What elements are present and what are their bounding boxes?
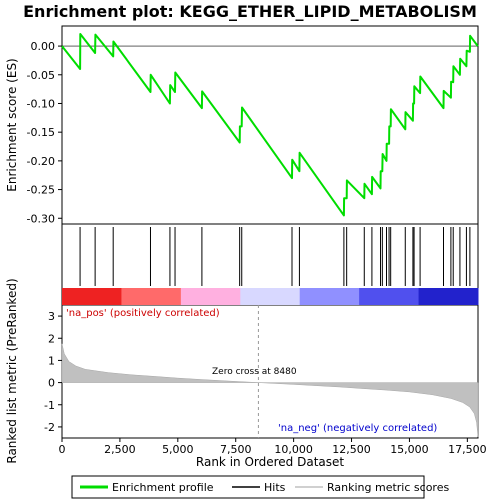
metric-y-tick-label: -2 bbox=[44, 421, 55, 434]
gradient-segment bbox=[299, 288, 360, 305]
axis-layer: 0.00 -0.05 -0.10 -0.15 -0.20 -0.25 -0.30 3 2 1 0 -1… bbox=[27, 40, 487, 456]
na-neg-label: 'na_neg' (negatively correlated) bbox=[278, 423, 437, 434]
gradient-segment bbox=[359, 288, 420, 305]
legend-label-hits: Hits bbox=[264, 481, 286, 494]
x-tick-label: 2,500 bbox=[104, 443, 136, 456]
x-tick-label: 15,000 bbox=[390, 443, 429, 456]
na-pos-label: 'na_pos' (positively correlated) bbox=[66, 308, 220, 319]
metric-y-tick-label: -1 bbox=[44, 399, 55, 412]
metric-axis-label: Ranked list metric (PreRanked) bbox=[5, 278, 19, 463]
ranking-metric-area bbox=[61, 343, 479, 437]
metric-y-tick-label: 0 bbox=[48, 377, 55, 390]
gradient-segment bbox=[418, 288, 479, 305]
es-y-tick-label: -0.10 bbox=[27, 97, 55, 110]
x-tick-label: 17,500 bbox=[448, 443, 487, 456]
legend-label-ranking: Ranking metric scores bbox=[327, 481, 449, 494]
enrichment-profile-line bbox=[61, 33, 479, 217]
x-tick-label: 7,500 bbox=[220, 443, 252, 456]
zero-cross-label: Zero cross at 8480 bbox=[212, 367, 297, 377]
x-tick-label: 5,000 bbox=[162, 443, 194, 456]
gradient-segment bbox=[240, 288, 301, 305]
es-y-tick-label: 0.00 bbox=[31, 40, 56, 53]
x-tick-label: 10,000 bbox=[274, 443, 313, 456]
x-tick-label: 12,500 bbox=[332, 443, 371, 456]
es-axis-label: Enrichment score (ES) bbox=[5, 58, 19, 191]
legend-label-enrichment: Enrichment profile bbox=[112, 481, 214, 494]
metric-layer bbox=[61, 305, 479, 438]
gradient-segment bbox=[62, 288, 122, 305]
es-y-tick-label: -0.30 bbox=[27, 212, 55, 225]
es-y-tick-label: -0.05 bbox=[27, 69, 55, 82]
es-y-tick-label: -0.25 bbox=[27, 184, 55, 197]
hits-layer bbox=[79, 227, 471, 286]
es-layer bbox=[61, 33, 479, 217]
x-axis-label: Rank in Ordered Dataset bbox=[196, 455, 344, 469]
es-y-tick-label: -0.15 bbox=[27, 126, 55, 139]
gradient-segment bbox=[121, 288, 182, 305]
metric-y-tick-label: 1 bbox=[48, 354, 55, 367]
gradient-segment bbox=[180, 288, 241, 305]
metric-y-tick-label: 2 bbox=[48, 332, 55, 345]
rank-gradient-bar bbox=[62, 288, 479, 305]
x-tick-label: 0 bbox=[59, 443, 66, 456]
chart-title: Enrichment plot: KEGG_ETHER_LIPID_METABO… bbox=[23, 2, 477, 21]
es-y-tick-label: -0.20 bbox=[27, 155, 55, 168]
metric-y-tick-label: 3 bbox=[48, 310, 55, 323]
